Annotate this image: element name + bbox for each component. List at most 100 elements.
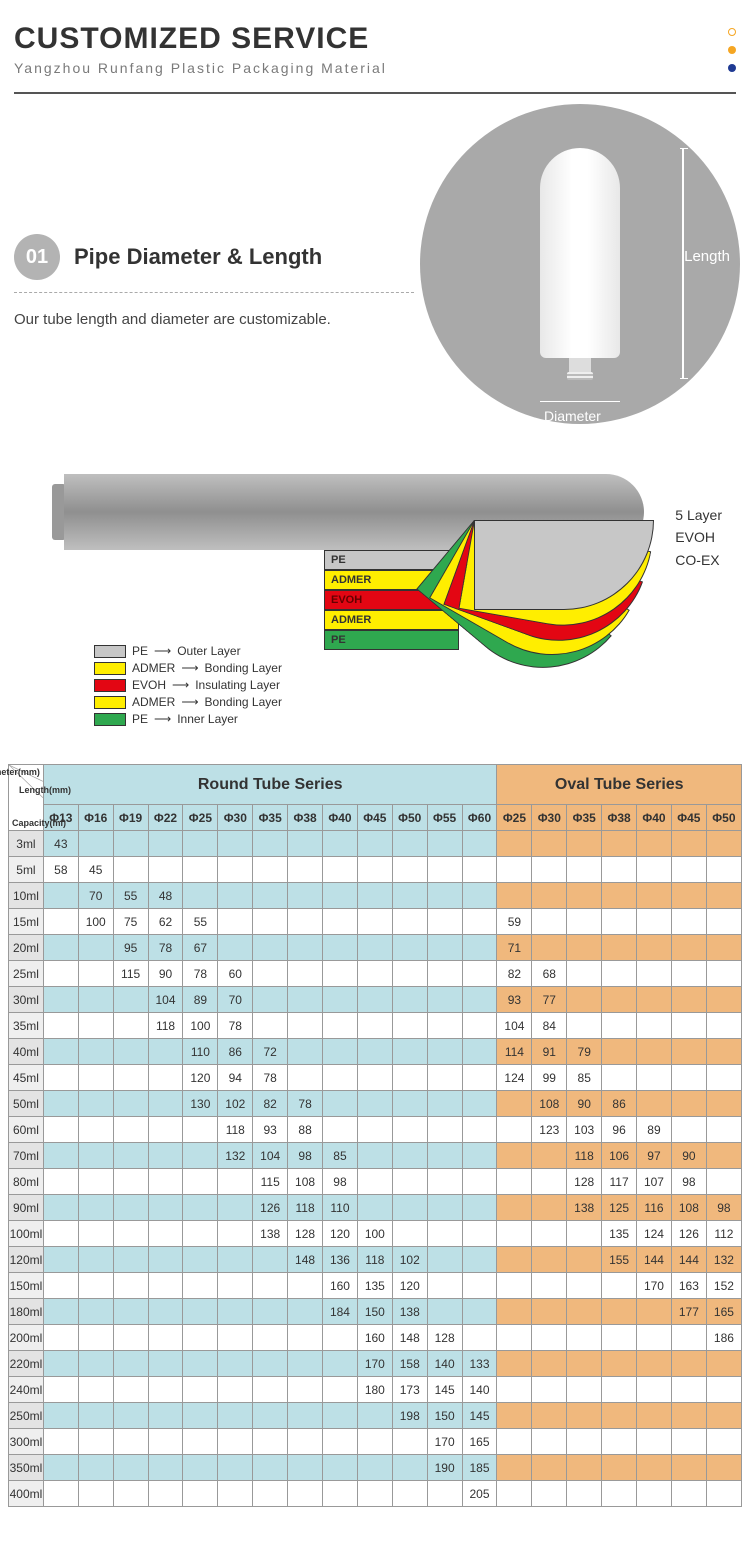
round-cell [43,1429,78,1455]
round-series-header: Round Tube Series [43,765,497,805]
round-cell [253,857,288,883]
round-cell [357,1091,392,1117]
round-cell: 140 [427,1351,462,1377]
round-cell [253,1013,288,1039]
round-cell: 140 [462,1377,497,1403]
oval-cell: 84 [532,1013,567,1039]
round-cell [357,935,392,961]
capacity-cell: 40ml [9,1039,44,1065]
round-cell [43,1325,78,1351]
size-table: Diameter(mm) Length(mm) Capacity(ml) Rou… [8,764,742,1507]
round-cell: 78 [218,1013,253,1039]
round-cell [462,1117,497,1143]
round-col-header: Φ60 [462,805,497,831]
oval-cell: 124 [637,1221,672,1247]
oval-cell [706,1143,741,1169]
round-cell [427,831,462,857]
round-cell [148,1117,183,1143]
round-cell [113,1273,148,1299]
oval-cell [567,1377,602,1403]
oval-cell [567,883,602,909]
round-cell: 78 [253,1065,288,1091]
round-cell [427,1221,462,1247]
table-row: 30ml10489709377 [9,987,742,1013]
oval-cell: 77 [532,987,567,1013]
oval-cell: 68 [532,961,567,987]
round-cell: 62 [148,909,183,935]
oval-cell: 59 [497,909,532,935]
round-cell: 133 [462,1351,497,1377]
oval-cell [602,883,637,909]
round-cell [427,1195,462,1221]
table-row: 350ml190185 [9,1455,742,1481]
round-cell: 190 [427,1455,462,1481]
table-row: 250ml198150145 [9,1403,742,1429]
round-cell [427,1013,462,1039]
oval-cell [637,1455,672,1481]
round-cell [323,1377,358,1403]
round-col-header: Φ19 [113,805,148,831]
round-cell: 128 [427,1325,462,1351]
page-title: CUSTOMIZED SERVICE [14,22,736,56]
round-cell: 130 [183,1091,218,1117]
oval-cell: 106 [602,1143,637,1169]
oval-cell: 123 [532,1117,567,1143]
oval-cell [602,1299,637,1325]
round-cell: 115 [113,961,148,987]
oval-cell [637,987,672,1013]
round-cell [43,1351,78,1377]
oval-cell: 98 [706,1195,741,1221]
oval-cell [637,857,672,883]
round-cell [78,1195,113,1221]
round-cell: 55 [183,909,218,935]
section-layer-diagram: 5 Layer EVOH CO-EX PE ADMER EVOH ADMER P… [0,444,750,764]
oval-cell [532,1247,567,1273]
oval-cell [706,1455,741,1481]
oval-cell [602,935,637,961]
capacity-cell: 400ml [9,1481,44,1507]
round-cell [148,1143,183,1169]
round-cell: 180 [357,1377,392,1403]
round-cell [218,1247,253,1273]
oval-cell [671,1403,706,1429]
oval-cell [567,1455,602,1481]
round-cell: 110 [183,1039,218,1065]
oval-cell [567,831,602,857]
round-cell [288,1351,323,1377]
oval-col-header: Φ38 [602,805,637,831]
oval-cell: 85 [567,1065,602,1091]
round-cell [357,961,392,987]
table-row: 60ml11893881231039689 [9,1117,742,1143]
oval-cell: 89 [637,1117,672,1143]
oval-cell: 104 [497,1013,532,1039]
capacity-cell: 3ml [9,831,44,857]
round-cell: 45 [78,857,113,883]
round-cell [113,1091,148,1117]
round-cell [43,1065,78,1091]
round-cell [253,909,288,935]
oval-cell: 82 [497,961,532,987]
round-cell [43,883,78,909]
capacity-cell: 80ml [9,1169,44,1195]
round-cell [323,961,358,987]
section-pipe-dimensions: 01 Pipe Diameter & Length Our tube lengt… [0,94,750,444]
round-cell [78,1273,113,1299]
section-number-badge: 01 [14,234,60,280]
round-cell [218,831,253,857]
round-cell [78,831,113,857]
oval-cell [532,857,567,883]
round-cell [148,1429,183,1455]
round-cell [392,831,427,857]
round-cell [218,1481,253,1507]
round-cell [323,935,358,961]
oval-cell [497,831,532,857]
oval-col-header: Φ25 [497,805,532,831]
oval-cell [497,1117,532,1143]
table-row: 50ml13010282781089086 [9,1091,742,1117]
oval-cell [567,1403,602,1429]
oval-cell [567,961,602,987]
round-cell [113,1065,148,1091]
oval-cell [532,1325,567,1351]
oval-cell [637,1429,672,1455]
round-cell [323,987,358,1013]
